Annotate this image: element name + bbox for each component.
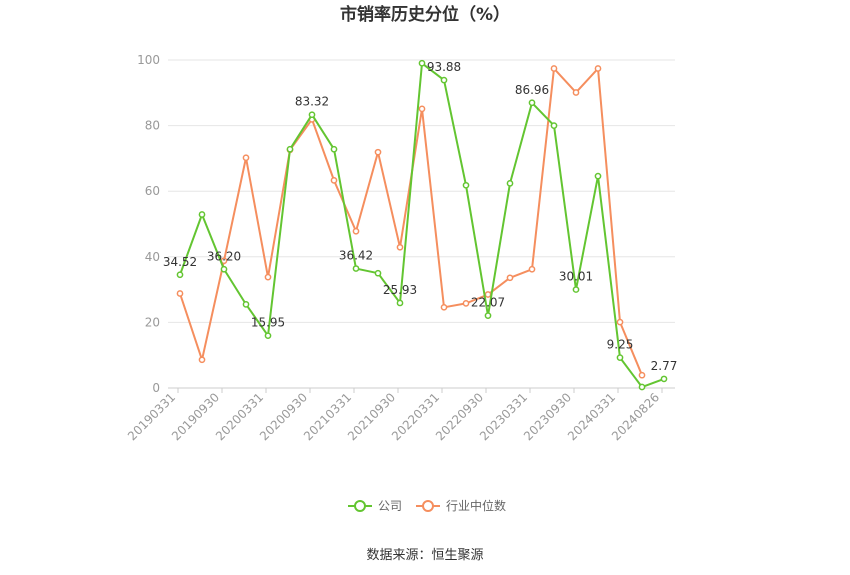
y-tick-label: 60 xyxy=(145,184,160,198)
data-label: 30.01 xyxy=(559,270,593,284)
data-point xyxy=(506,274,514,282)
x-tick-label: 20240826 xyxy=(609,390,662,443)
data-point xyxy=(308,111,316,119)
data-labels: 34.52 36.20 15.95 83.32 36.42 25.93 93.88 22.07… xyxy=(163,60,678,373)
chart-title: 市销率历史分位（%） xyxy=(340,4,510,25)
x-axis: 2019033120190930202003312020093020210331… xyxy=(125,387,675,443)
data-point xyxy=(242,154,250,162)
data-label: 34.52 xyxy=(163,255,197,269)
y-tick-label: 20 xyxy=(145,315,160,329)
data-point xyxy=(264,273,272,281)
legend[interactable]: 公司 行业中位数 xyxy=(348,498,506,513)
data-point xyxy=(374,148,382,156)
data-point xyxy=(220,265,228,273)
data-label: 36.42 xyxy=(339,249,373,263)
legend-marker xyxy=(422,500,434,512)
data-point xyxy=(638,371,646,379)
data-point xyxy=(616,354,624,362)
data-point xyxy=(572,286,580,293)
data-point xyxy=(528,265,536,273)
data-point xyxy=(572,89,580,96)
data-label: 83.32 xyxy=(295,95,329,109)
y-tick-label: 40 xyxy=(145,250,160,264)
data-point xyxy=(550,65,558,72)
data-point xyxy=(176,290,184,297)
data-point xyxy=(330,145,338,153)
data-point xyxy=(440,303,448,311)
y-tick-label: 80 xyxy=(145,119,160,133)
data-point xyxy=(660,375,668,383)
data-point xyxy=(638,383,646,391)
data-point xyxy=(506,179,514,187)
data-label: 15.95 xyxy=(251,316,285,330)
data-point xyxy=(594,172,602,180)
data-point xyxy=(440,76,448,84)
data-point xyxy=(418,105,426,113)
y-tick-label: 0 xyxy=(152,381,160,395)
data-point xyxy=(594,65,602,72)
legend-marker xyxy=(354,500,366,512)
data-point xyxy=(286,145,294,153)
data-label: 25.93 xyxy=(383,283,417,297)
data-label: 2.77 xyxy=(651,359,678,373)
data-point xyxy=(616,318,624,326)
data-point xyxy=(396,299,404,307)
y-axis: 0 20 40 60 80 100 xyxy=(137,53,160,395)
data-point xyxy=(396,243,404,251)
data-point xyxy=(418,59,426,67)
series-line-1 xyxy=(179,67,643,376)
data-point xyxy=(528,99,536,107)
data-label: 9.25 xyxy=(607,338,634,352)
legend-label: 行业中位数 xyxy=(446,498,506,513)
data-label: 36.20 xyxy=(207,249,241,263)
data-point xyxy=(264,332,272,340)
data-point xyxy=(352,227,360,235)
data-point xyxy=(484,312,492,319)
legend-label: 公司 xyxy=(378,499,402,513)
data-point xyxy=(462,300,470,307)
data-point xyxy=(330,177,338,184)
data-point xyxy=(550,122,558,129)
y-tick-label: 100 xyxy=(137,53,160,67)
data-point xyxy=(176,271,184,279)
source-note: 数据来源：恒生聚源 xyxy=(366,548,483,563)
data-label: 86.96 xyxy=(515,83,549,97)
data-label: 93.88 xyxy=(427,60,461,74)
data-point xyxy=(198,211,206,218)
data-point xyxy=(242,301,250,308)
data-point xyxy=(198,356,206,364)
data-point xyxy=(352,265,360,272)
series-group xyxy=(176,59,668,391)
data-label: 22.07 xyxy=(471,296,505,310)
data-point xyxy=(462,181,470,189)
data-point xyxy=(374,269,382,277)
